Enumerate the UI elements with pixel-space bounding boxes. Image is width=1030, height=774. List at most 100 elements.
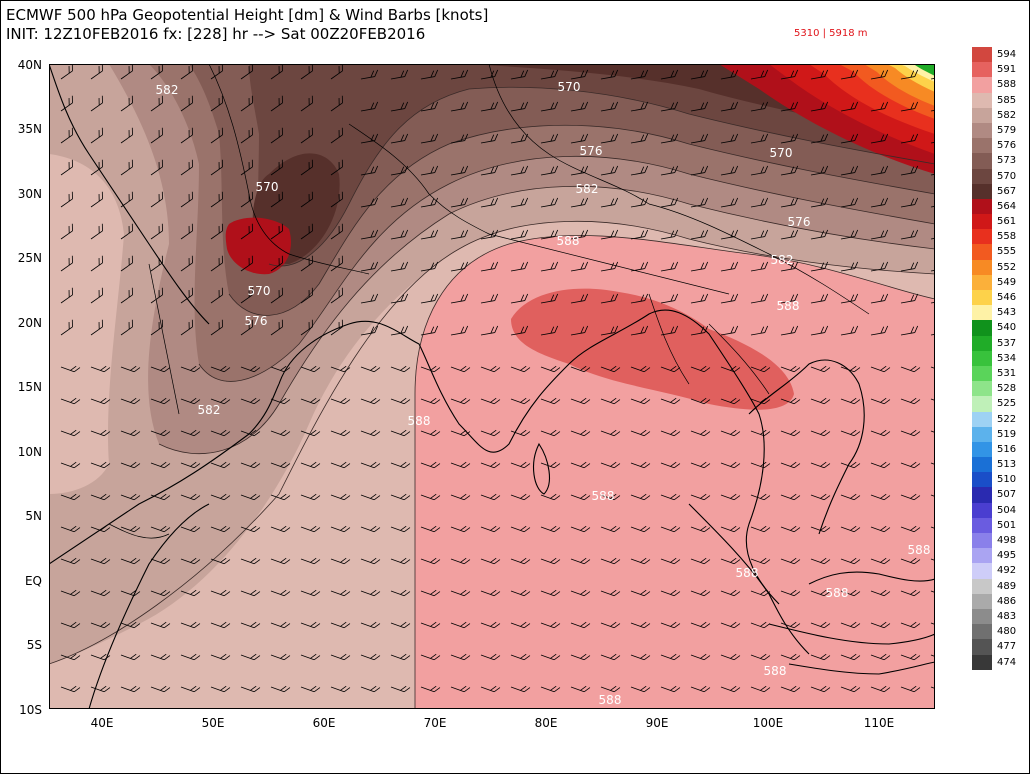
wind-barb	[540, 165, 559, 176]
wind-barb	[420, 365, 441, 373]
wind-barb	[930, 365, 935, 373]
colorbar-swatch	[972, 320, 992, 336]
wind-barb	[840, 229, 859, 240]
wind-barb	[450, 397, 471, 405]
wind-barb	[720, 165, 739, 176]
wind-barb	[510, 69, 529, 80]
wind-barb	[90, 95, 103, 112]
wind-barb	[750, 325, 769, 336]
wind-barb	[120, 557, 141, 565]
wind-barb	[900, 325, 919, 336]
wind-barb	[690, 325, 709, 336]
wind-barb	[930, 621, 935, 629]
wind-barb	[570, 293, 589, 304]
wind-barb	[480, 133, 499, 144]
wind-barb	[750, 429, 771, 437]
wind-barb	[750, 165, 769, 176]
colorbar-swatch	[972, 47, 992, 63]
colorbar-entry: 567	[970, 183, 1024, 199]
colorbar-swatch	[972, 441, 992, 458]
contour-lines	[49, 86, 935, 709]
wind-barb	[480, 165, 499, 176]
wind-barb	[510, 165, 529, 176]
wind-barb	[450, 325, 469, 336]
wind-barb	[240, 557, 261, 565]
wind-barb	[570, 325, 589, 336]
colorbar-swatch	[972, 639, 992, 655]
wind-barb	[930, 397, 935, 405]
wind-barb	[750, 493, 771, 501]
wind-barb	[690, 653, 711, 661]
wind-barb	[600, 685, 621, 693]
lat-label: 20N	[17, 316, 42, 330]
wind-barb	[510, 133, 529, 144]
wind-barb	[930, 133, 935, 144]
height-range-label: 5310 | 5918 m	[794, 28, 868, 39]
wind-barb	[780, 429, 801, 437]
wind-barb	[720, 589, 741, 597]
wind-barb	[450, 261, 469, 272]
wind-barb	[690, 165, 709, 176]
wind-barb	[510, 293, 529, 304]
colorbar-label: 522	[997, 413, 1017, 425]
wind-barb	[330, 223, 343, 240]
wind-barb	[210, 589, 231, 597]
wind-barb	[870, 685, 891, 693]
wind-barb	[600, 325, 619, 336]
wind-barb	[120, 621, 141, 629]
wind-barb	[750, 197, 769, 208]
contour-label: 588	[599, 693, 622, 707]
wind-barb	[210, 159, 223, 176]
wind-barb	[330, 365, 351, 373]
wind-barb	[510, 621, 531, 629]
wind-barb	[420, 493, 441, 501]
wind-barb	[570, 429, 591, 437]
colorbar-swatch	[972, 548, 992, 564]
wind-barb	[750, 101, 769, 112]
wind-barb	[270, 589, 291, 597]
wind-barb	[360, 429, 381, 437]
wind-barb	[660, 429, 681, 437]
wind-barb	[720, 197, 739, 208]
wind-barb	[540, 365, 561, 373]
colorbar-swatch	[972, 153, 992, 169]
contour-label: 588	[736, 566, 759, 580]
colorbar-swatch	[972, 214, 992, 230]
wind-barb	[420, 557, 441, 565]
wind-barb	[720, 101, 739, 112]
wind-barb	[750, 261, 769, 272]
wind-barb	[420, 525, 441, 533]
wind-barb	[810, 365, 831, 373]
wind-barb	[150, 159, 163, 176]
wind-barb	[480, 621, 501, 629]
lat-label: 10S	[19, 703, 42, 717]
colorbar-entry: 573	[970, 153, 1024, 169]
colorbar-swatch	[972, 198, 992, 215]
coastlines	[49, 64, 935, 709]
colorbar-swatch	[972, 365, 992, 382]
wind-barb	[660, 261, 679, 272]
wind-barb	[300, 525, 321, 533]
colorbar-entry: 582	[970, 107, 1024, 123]
wind-barb	[390, 229, 409, 240]
wind-barb	[840, 133, 859, 144]
wind-barb	[810, 261, 829, 272]
wind-barb	[390, 325, 409, 336]
wind-barb	[660, 133, 679, 144]
wind-barb	[390, 621, 411, 629]
colorbar-swatch	[972, 593, 992, 609]
wind-barb	[750, 653, 771, 661]
wind-barb	[240, 621, 261, 629]
colorbar-entry: 489	[970, 578, 1024, 594]
wind-barb	[60, 287, 73, 304]
wind-barb	[420, 461, 441, 469]
colorbar-label: 546	[997, 292, 1017, 303]
wind-barb	[540, 133, 559, 144]
wind-barb	[780, 557, 801, 565]
colorbar-swatch	[972, 77, 992, 93]
wind-barb	[300, 461, 321, 469]
wind-barb	[840, 261, 859, 272]
colorbar-entry: 576	[970, 138, 1024, 154]
colorbar-swatch	[972, 411, 992, 427]
wind-barb	[240, 461, 261, 469]
